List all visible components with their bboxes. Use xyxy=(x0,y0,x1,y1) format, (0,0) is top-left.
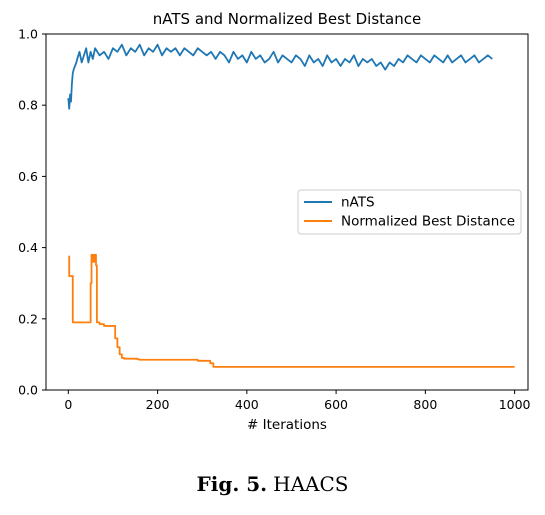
x-tick-label: 1000 xyxy=(499,397,531,412)
x-axis-title: # Iterations xyxy=(247,417,327,433)
y-tick-label: 0.8 xyxy=(18,98,38,113)
series-line-normalized-best-distance xyxy=(68,253,515,368)
caption-text: HAACS xyxy=(273,472,349,496)
series-layer xyxy=(67,43,515,368)
x-tick-label: 600 xyxy=(324,397,348,412)
y-tick-label: 1.0 xyxy=(18,27,38,42)
caption-label: Fig. 5. xyxy=(196,472,268,496)
figure-caption: Fig. 5. HAACS xyxy=(0,472,545,496)
y-tick-label: 0.6 xyxy=(18,169,38,184)
x-tick-label: 200 xyxy=(146,397,170,412)
y-tick-label: 0.0 xyxy=(18,383,38,398)
legend: nATS Normalized Best Distance xyxy=(297,189,522,235)
plot-frame xyxy=(45,33,529,391)
x-tick-label: 800 xyxy=(413,397,437,412)
y-tick-label: 0.2 xyxy=(18,311,38,326)
legend-label-normalized-best-distance: Normalized Best Distance xyxy=(341,214,515,230)
x-tick-label: 400 xyxy=(235,397,259,412)
legend-label-nats: nATS xyxy=(341,195,375,211)
legend-box xyxy=(297,189,522,235)
chart-figure: nATS and Normalized Best Distance 0 200 40… xyxy=(18,10,531,433)
chart-title: nATS and Normalized Best Distance xyxy=(153,10,421,28)
series-line-nats xyxy=(67,43,493,110)
y-tick-label: 0.4 xyxy=(18,240,38,255)
x-tick-label: 0 xyxy=(64,397,72,412)
y-axis: 0.0 0.2 0.4 0.6 0.8 1.0 xyxy=(18,27,46,398)
x-axis: 0 200 400 600 800 1000 xyxy=(64,390,531,412)
